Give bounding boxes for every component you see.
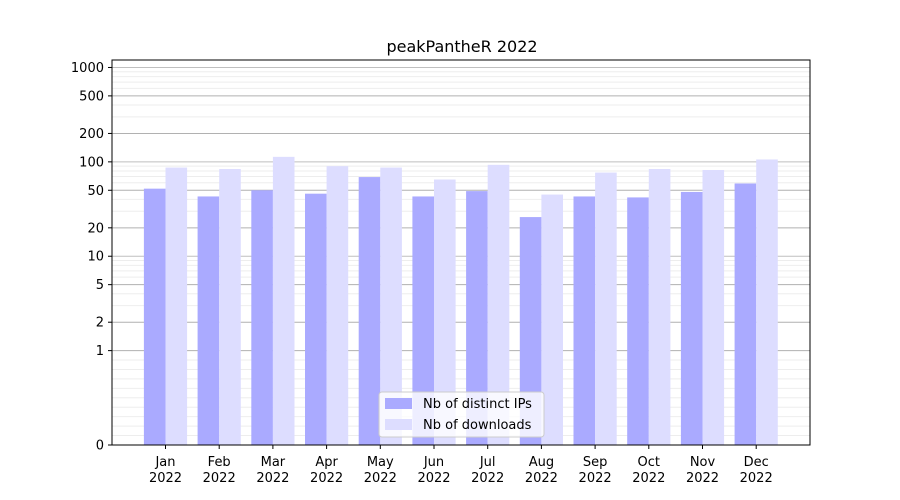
chart-title: peakPantheR 2022 [386, 37, 537, 56]
y-tick-label: 1000 [71, 61, 104, 76]
bar-distinct-ips [143, 188, 166, 445]
x-tick-label: Dec 2022 [740, 455, 773, 486]
legend-box [378, 391, 545, 438]
bar-distinct-ips [680, 191, 703, 445]
bar-distinct-ips [519, 217, 542, 445]
x-tick-label: Feb 2022 [203, 455, 236, 486]
x-tick-label: Oct 2022 [632, 455, 665, 486]
y-tick-label: 100 [79, 155, 104, 170]
bar-downloads [541, 194, 563, 445]
y-tick-label: 20 [87, 221, 104, 236]
bar-distinct-ips [197, 196, 220, 445]
legend-swatch [385, 398, 412, 409]
y-tick-label: 500 [79, 89, 104, 104]
bar-downloads [380, 167, 402, 445]
x-tick-label: Mar 2022 [256, 455, 289, 486]
y-tick-label: 0 [96, 439, 104, 454]
x-axis: Jan 2022 Feb 2022 Mar 2022 Apr 2022 May 2022 Jun 20… [149, 445, 773, 486]
bar-distinct-ips [305, 193, 327, 445]
bar-downloads [756, 159, 778, 445]
bar-distinct-ips [358, 177, 381, 445]
y-tick-label: 50 [87, 184, 104, 199]
y-tick-label: 200 [79, 127, 104, 142]
legend: Nb of distinct IPs Nb of downloads [378, 391, 545, 438]
y-tick-label: 10 [87, 250, 104, 265]
bar-downloads [487, 164, 510, 445]
bar-downloads [648, 169, 671, 445]
bar-distinct-ips [573, 196, 596, 445]
x-tick-label: May 2022 [364, 455, 397, 486]
bar-downloads [702, 169, 725, 446]
bar-downloads [595, 172, 617, 445]
y-axis: 0 1 2 5 10 20 50 100 200 500 1000 [71, 61, 112, 454]
bar-downloads [326, 166, 349, 445]
x-tick-label: Sep 2022 [579, 455, 612, 486]
x-tick-label: Aug 2022 [525, 455, 558, 486]
y-tick-label: 2 [96, 316, 104, 331]
bar-distinct-ips [627, 197, 649, 445]
x-tick-label: Apr 2022 [310, 455, 343, 486]
bar-downloads [219, 169, 241, 445]
x-tick-label: Nov 2022 [686, 455, 719, 486]
legend-label: Nb of downloads [423, 418, 532, 433]
bar-distinct-ips [466, 191, 488, 445]
x-tick-label: Jun 2022 [417, 455, 450, 486]
bar-downloads [272, 156, 295, 445]
x-tick-label: Jan 2022 [149, 455, 182, 486]
x-tick-label: Jul 2022 [471, 455, 504, 486]
bar-downloads [434, 179, 456, 445]
bar-distinct-ips [251, 190, 273, 445]
bars-layer [143, 156, 778, 446]
bar-distinct-ips [412, 196, 434, 445]
legend-label: Nb of distinct IPs [423, 397, 532, 412]
plot-frame [111, 59, 811, 446]
y-tick-label: 1 [96, 344, 104, 359]
legend-swatch [385, 419, 412, 430]
y-tick-label: 5 [96, 278, 104, 293]
bar-downloads [165, 167, 188, 445]
bar-distinct-ips [734, 183, 757, 446]
